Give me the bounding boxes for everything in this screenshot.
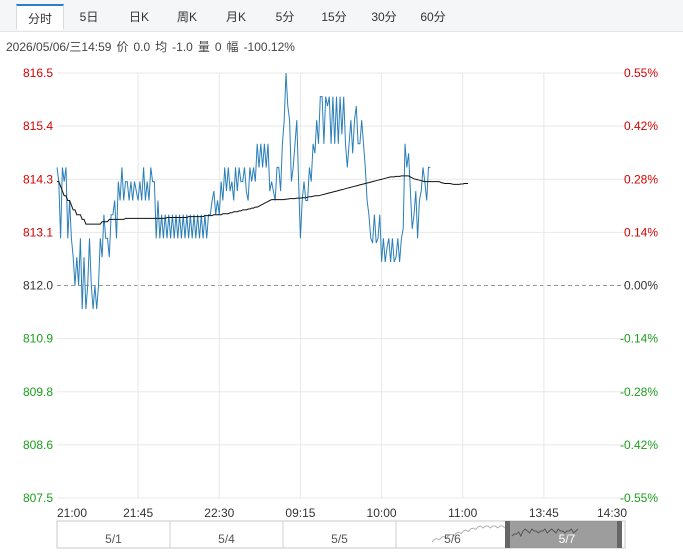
tab-5min[interactable]: 5分 <box>275 10 295 24</box>
x-tick-label: 09:15 <box>285 506 315 520</box>
navigator-selection-sparkline <box>511 528 579 538</box>
y-tick-label-left: 812.0 <box>23 279 53 293</box>
info-volume-value: 0 <box>214 40 222 54</box>
x-tick-label: 13:45 <box>529 506 559 520</box>
y-tick-label-right: 0.55% <box>624 66 658 80</box>
y-tick-label-right: 0.42% <box>624 119 658 133</box>
info-volume-label: 量 <box>197 40 210 54</box>
period-tabs: 分时 5日 日K 周K 月K 5分 15分 30分 60分 <box>0 0 683 32</box>
navigator-handle-left[interactable] <box>505 521 510 548</box>
navigator-handle-right[interactable] <box>617 521 622 548</box>
y-tick-label-left: 809.8 <box>23 385 53 399</box>
info-change-label: 幅 <box>226 40 239 54</box>
x-tick-label: 11:00 <box>448 506 477 520</box>
navigator-label: 5/7 <box>559 532 576 546</box>
tab-monthly-k[interactable]: 月K <box>225 10 246 24</box>
tab-intraday[interactable]: 分时 <box>16 4 64 30</box>
y-tick-label-right: 0.00% <box>624 279 658 293</box>
x-tick-label: 10:00 <box>367 506 397 520</box>
navigator-label: 5/1 <box>105 532 122 546</box>
info-change-value: -100.12% <box>243 40 295 54</box>
y-tick-label-left: 813.1 <box>23 225 53 239</box>
y-tick-label-left: 815.4 <box>23 119 53 133</box>
y-tick-label-right: -0.42% <box>620 438 658 452</box>
range-navigator[interactable]: 5/1 5/4 5/5 5/6 5/7 <box>56 520 626 549</box>
navigator-label: 5/6 <box>444 532 461 546</box>
tab-60min[interactable]: 60分 <box>420 10 446 24</box>
info-avg-label: 均 <box>155 40 168 54</box>
tab-5day[interactable]: 5日 <box>79 10 99 24</box>
navigator-selection[interactable] <box>509 521 617 548</box>
tab-15min[interactable]: 15分 <box>321 10 347 24</box>
y-tick-label-right: -0.14% <box>620 332 658 346</box>
y-tick-label-left: 808.6 <box>23 438 53 452</box>
navigator-label: 5/5 <box>331 532 348 546</box>
y-tick-label-left: 816.5 <box>23 66 53 80</box>
y-tick-label-right: 0.28% <box>624 172 658 186</box>
y-tick-label-right: -0.55% <box>620 491 658 505</box>
info-avg-value: -1.0 <box>172 40 193 54</box>
y-tick-label-right: -0.28% <box>620 385 658 399</box>
y-tick-label-left: 807.5 <box>23 491 53 505</box>
x-tick-label: 14:30 <box>597 506 627 520</box>
y-tick-label-left: 810.9 <box>23 332 53 346</box>
avg-price-line <box>57 175 469 225</box>
x-tick-label: 21:00 <box>57 506 87 520</box>
x-tick-label: 22:30 <box>204 506 234 520</box>
tab-weekly-k[interactable]: 周K <box>176 10 197 24</box>
info-datetime: 2026/05/06/三14:59 <box>6 40 112 54</box>
navigator-sparkline <box>431 525 506 543</box>
tab-daily-k[interactable]: 日K <box>128 10 149 24</box>
tab-30min[interactable]: 30分 <box>371 10 397 24</box>
info-price-value: 0.0 <box>133 40 151 54</box>
x-tick-label: 21:45 <box>123 506 153 520</box>
info-price-label: 价 <box>116 40 129 54</box>
price-line <box>56 72 431 310</box>
y-tick-label-left: 814.3 <box>23 172 53 186</box>
crosshair-info: 2026/05/06/三14:59 价 0.0 均 -1.0 量 0 幅 -100.12% <box>6 38 300 55</box>
y-tick-label-right: 0.14% <box>624 225 658 239</box>
navigator-label: 5/4 <box>218 532 235 546</box>
